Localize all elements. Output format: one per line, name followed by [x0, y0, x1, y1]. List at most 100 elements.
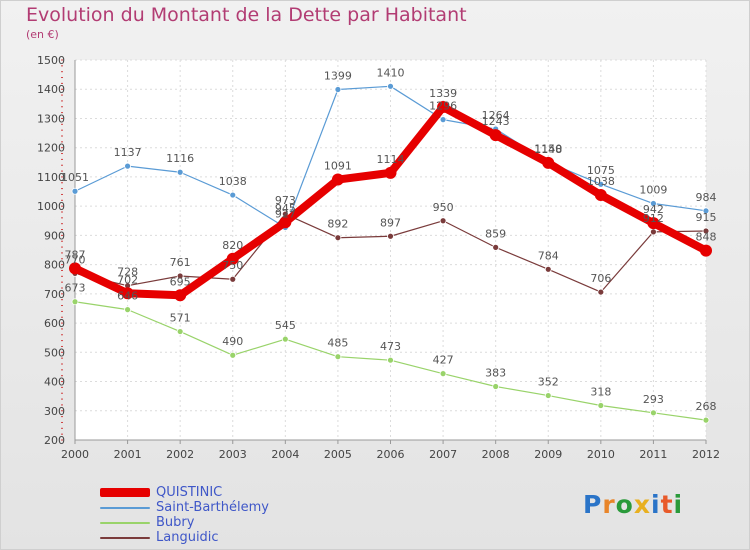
- data-label: 892: [327, 218, 348, 231]
- data-label: 1051: [61, 171, 89, 184]
- data-point: [650, 200, 657, 207]
- data-label: 695: [170, 275, 191, 288]
- data-label: 1116: [166, 152, 194, 165]
- x-tick-label: 2007: [429, 448, 457, 461]
- data-label: 945: [275, 202, 296, 215]
- y-tick-label: 1200: [37, 142, 65, 155]
- legend-item: Languidic: [100, 530, 269, 545]
- data-label: 950: [433, 201, 454, 214]
- legend-item: Bubry: [100, 515, 269, 530]
- data-point: [121, 287, 134, 300]
- data-label: 942: [643, 203, 664, 216]
- x-tick-label: 2005: [324, 448, 352, 461]
- line-chart: 200 300 400 500 600 700 800 900 1000 1100 1200 1300…: [37, 54, 720, 461]
- data-point: [124, 306, 131, 314]
- data-label: 728: [117, 266, 138, 279]
- data-label: 1114: [377, 153, 405, 166]
- data-label: 571: [170, 312, 191, 325]
- data-label: 485: [327, 337, 348, 350]
- data-point: [544, 265, 552, 273]
- data-label: 915: [696, 211, 717, 224]
- y-tick-label: 600: [44, 317, 65, 330]
- x-tick-label: 2006: [377, 448, 405, 461]
- data-label: 984: [696, 191, 717, 204]
- data-point: [387, 232, 394, 240]
- grid: [74, 59, 707, 441]
- data-point: [492, 243, 500, 251]
- y-tick-label: 500: [44, 346, 65, 359]
- data-point: [597, 180, 605, 188]
- data-label: 1137: [114, 146, 142, 159]
- data-label: 1038: [219, 175, 247, 188]
- x-tick-label: 2002: [166, 448, 194, 461]
- legend-item: Saint-Barthélemy: [100, 500, 269, 515]
- data-point: [387, 82, 394, 90]
- data-label: 352: [538, 376, 559, 389]
- data-label: 293: [643, 393, 664, 406]
- data-label: 912: [643, 212, 664, 225]
- y-tick-label: 1500: [37, 54, 65, 67]
- data-point: [176, 168, 184, 176]
- data-label: 1339: [429, 87, 457, 100]
- data-point: [492, 383, 500, 390]
- x-tick-label: 2004: [271, 448, 299, 461]
- data-point: [437, 101, 450, 114]
- logo-letter: t: [660, 490, 674, 519]
- data-point: [650, 409, 657, 417]
- data-point: [174, 289, 187, 302]
- data-label: 673: [65, 282, 86, 295]
- x-tick-label: 2000: [61, 448, 89, 461]
- data-label: 702: [117, 273, 138, 286]
- data-point: [229, 191, 237, 199]
- data-label: 784: [538, 249, 559, 262]
- data-label: 1410: [377, 66, 405, 79]
- data-point: [702, 207, 710, 215]
- data-point: [702, 227, 710, 235]
- x-tick-label: 2012: [692, 448, 720, 461]
- y-tick-label: 900: [44, 229, 65, 242]
- chart-subtitle: (en €): [26, 28, 59, 41]
- data-point: [597, 402, 605, 409]
- data-label: 897: [380, 216, 401, 229]
- logo-letter: x: [633, 490, 651, 519]
- data-point: [334, 234, 342, 242]
- data-point: [544, 392, 552, 399]
- data-label: 1399: [324, 70, 352, 83]
- data-point: [334, 86, 342, 93]
- data-point: [489, 129, 502, 142]
- x-tick-label: 2010: [587, 448, 615, 461]
- data-labels: 787 702 695 820 945 1091 1114 1339 1243 1148 1038 9…: [61, 66, 717, 413]
- data-point: [387, 356, 394, 364]
- y-tick-label: 1300: [37, 112, 65, 125]
- data-point: [229, 275, 237, 283]
- x-tick-label: 2001: [114, 448, 142, 461]
- data-point: [71, 298, 79, 306]
- axes: 200 300 400 500 600 700 800 900 1000 1100 1200 1300…: [37, 54, 720, 461]
- data-point: [71, 187, 79, 195]
- y-tick-label: 1000: [37, 200, 65, 213]
- data-point: [439, 217, 447, 225]
- data-label: 646: [117, 290, 138, 303]
- data-label: 1243: [482, 115, 510, 128]
- data-point: [439, 116, 447, 124]
- data-label: 973: [275, 194, 296, 207]
- legend-swatch: [100, 488, 150, 497]
- logo-letter: i: [673, 490, 684, 519]
- data-point: [331, 173, 344, 186]
- data-label: 318: [590, 386, 611, 399]
- data-point: [176, 272, 184, 280]
- data-label: 545: [275, 319, 296, 332]
- data-point: [594, 189, 607, 202]
- data-point: [384, 166, 397, 179]
- data-label: 1091: [324, 160, 352, 173]
- data-point: [226, 252, 239, 265]
- legend: QUISTINIC Saint-Barthélemy Bubry Languidic: [100, 485, 269, 545]
- logo-letter: i: [651, 490, 661, 519]
- y-tick-label: 400: [44, 376, 65, 389]
- legend-label: QUISTINIC: [156, 485, 223, 500]
- x-tick-label: 2003: [219, 448, 247, 461]
- data-label: 761: [170, 256, 191, 269]
- logo-letter: P: [583, 490, 603, 519]
- x-tick-label: 2011: [639, 448, 667, 461]
- legend-swatch: [100, 521, 150, 524]
